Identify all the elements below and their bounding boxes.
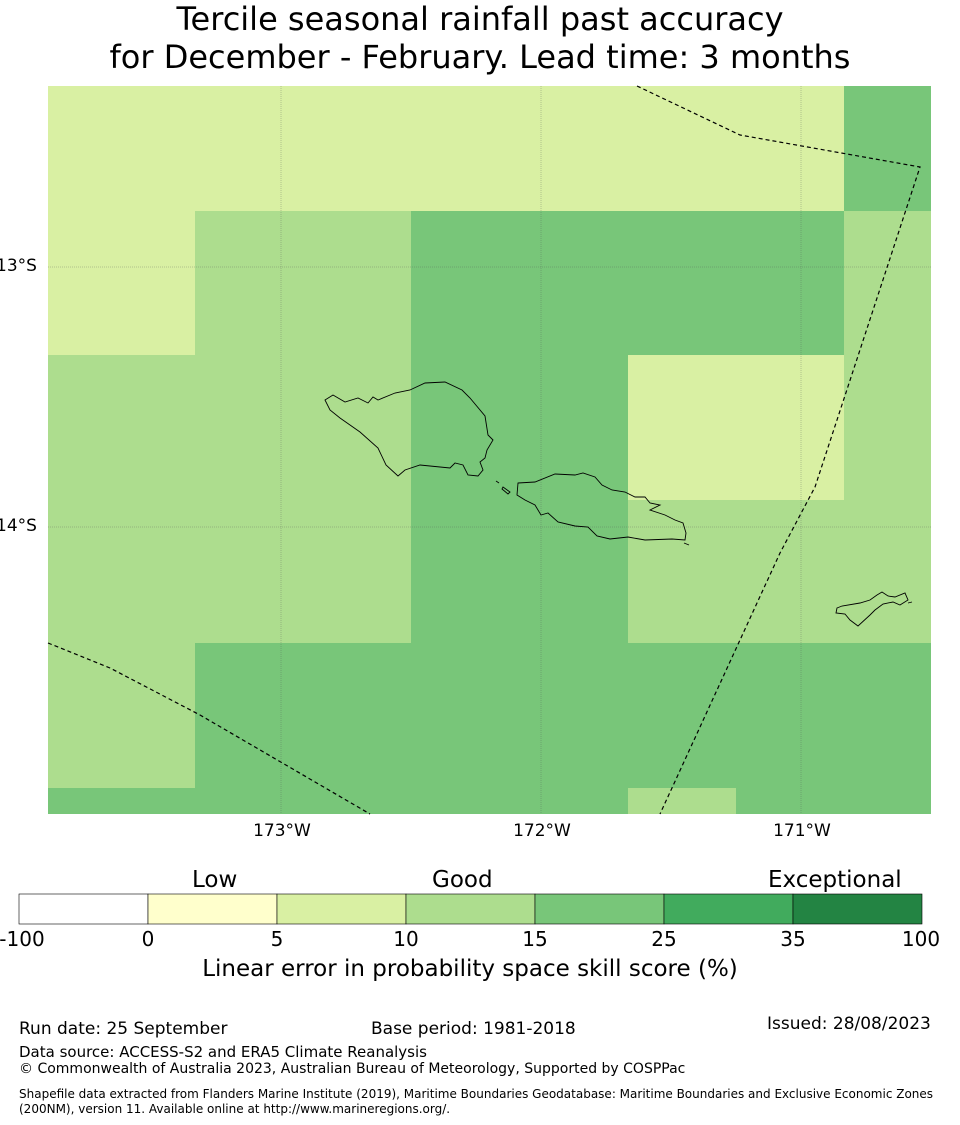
issued-date: Issued: 28/08/2023	[767, 1014, 931, 1034]
grid-cell	[844, 500, 931, 643]
grid-cell	[195, 355, 411, 500]
tutuila-island	[835, 591, 909, 627]
colorbar-swatch	[405, 893, 536, 925]
colorbar-swatches	[18, 893, 923, 925]
manono-islet	[501, 486, 511, 495]
shapefile-note: Shapefile data extracted from Flanders M…	[19, 1087, 934, 1116]
grid-cell	[628, 211, 736, 355]
grid-cell	[844, 211, 931, 355]
grid-cell	[628, 643, 736, 788]
legend-tick-label: 25	[651, 927, 677, 951]
copyright-notice: © Commonwealth of Australia 2023, Austra…	[19, 1061, 686, 1077]
colorbar-swatch	[18, 893, 149, 925]
grid-cell	[736, 788, 844, 814]
eez-boundary-east	[636, 85, 921, 815]
skill-grid-cells	[48, 86, 931, 814]
grid-cell	[48, 500, 195, 643]
legend-category-good: Good	[432, 867, 493, 893]
colorbar-swatch	[792, 893, 923, 925]
grid-cell	[411, 788, 628, 814]
apolima-islet	[495, 480, 500, 484]
lon-label-172w: 172°W	[513, 821, 571, 841]
legend-tick-label: 100	[901, 927, 941, 951]
map-title-line2: for December - February. Lead time: 3 mo…	[109, 38, 851, 76]
grid-cell	[844, 86, 931, 211]
lon-label-171w: 171°W	[773, 821, 831, 841]
islands	[324, 381, 913, 627]
grid-cell	[844, 643, 931, 788]
map-gridlines	[48, 86, 931, 814]
legend-category-low: Low	[192, 867, 238, 893]
lon-label-173w: 173°W	[253, 821, 311, 841]
colorbar-swatch	[534, 893, 665, 925]
aunuu-islet	[907, 601, 913, 604]
legend-title: Linear error in probability space skill …	[202, 956, 738, 982]
grid-cell	[48, 788, 195, 814]
grid-cell	[195, 211, 411, 355]
grid-cell	[736, 86, 844, 211]
legend-category-exceptional: Exceptional	[768, 867, 902, 893]
lat-label-13s: 13°S	[0, 256, 37, 276]
grid-cell	[48, 355, 195, 500]
grid-cell	[48, 643, 195, 788]
legend-tick-label: 5	[270, 927, 284, 951]
legend-tick-label: 10	[393, 927, 419, 951]
grid-cell	[736, 500, 844, 643]
grid-cell	[195, 643, 411, 788]
legend-tick-label: 0	[141, 927, 155, 951]
grid-cell	[736, 355, 844, 500]
grid-cell	[628, 355, 736, 500]
grid-cell	[844, 788, 931, 814]
grid-cell	[844, 355, 931, 500]
savaii-island	[324, 381, 494, 477]
grid-cell	[736, 211, 844, 355]
base-period: Base period: 1981-2018	[371, 1019, 576, 1039]
grid-cell	[195, 86, 411, 211]
grid-cell	[411, 86, 628, 211]
map-title-line1: Tercile seasonal rainfall past accuracy	[176, 0, 784, 38]
upolu-island	[516, 472, 687, 541]
maritime-boundaries	[47, 85, 921, 815]
grid-cell	[411, 500, 628, 643]
legend-tick-label: -100	[0, 927, 45, 951]
upolu-east-islet	[683, 542, 690, 546]
colorbar-swatch	[663, 893, 794, 925]
legend-tick-label: 35	[780, 927, 806, 951]
run-date: Run date: 25 September	[19, 1019, 228, 1039]
grid-cell	[628, 500, 736, 643]
grid-cell	[736, 643, 844, 788]
lat-label-14s: 14°S	[0, 516, 37, 536]
grid-cell	[628, 788, 736, 814]
grid-cell	[48, 86, 195, 211]
grid-cell	[195, 500, 411, 643]
grid-cell	[411, 643, 628, 788]
grid-cell	[195, 788, 411, 814]
skill-score-map	[47, 85, 931, 815]
eez-boundary-southwest	[47, 642, 371, 815]
grid-cell	[411, 211, 628, 355]
grid-cell	[48, 211, 195, 355]
grid-cell	[628, 86, 736, 211]
grid-cell	[411, 355, 628, 500]
data-source: Data source: ACCESS-S2 and ERA5 Climate …	[19, 1043, 427, 1061]
colorbar-swatch	[147, 893, 278, 925]
legend-tick-label: 15	[522, 927, 548, 951]
colorbar-swatch	[276, 893, 407, 925]
